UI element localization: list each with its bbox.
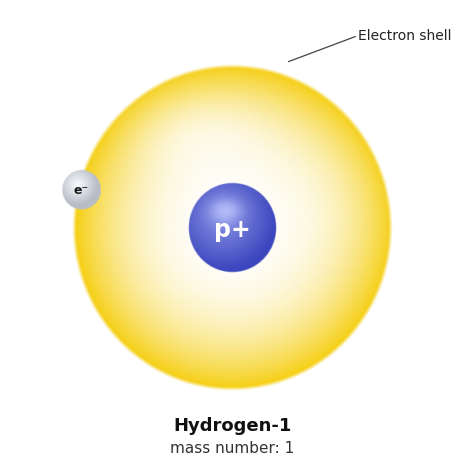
- Text: e⁻: e⁻: [74, 184, 89, 197]
- Text: Hydrogen-1: Hydrogen-1: [173, 417, 292, 435]
- Text: Electron shell: Electron shell: [358, 28, 452, 43]
- Text: p+: p+: [214, 218, 251, 242]
- Text: mass number: 1: mass number: 1: [170, 441, 295, 456]
